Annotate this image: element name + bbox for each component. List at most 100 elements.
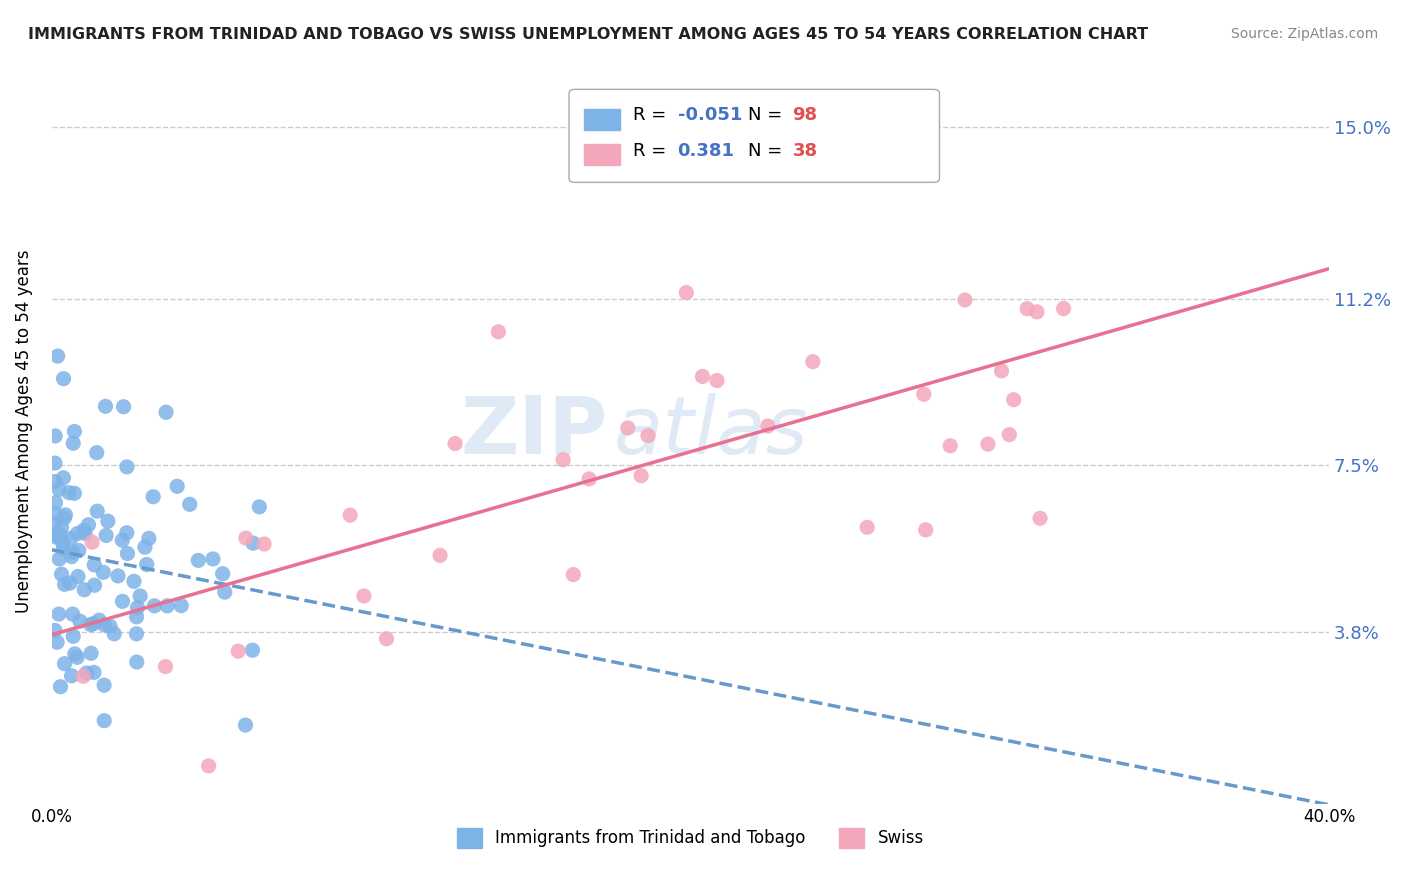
Point: [122, 574, 145, 589]
Point: [166, 479, 188, 493]
Point: [692, 369, 714, 384]
Point: [143, 599, 166, 613]
Point: [83, 578, 105, 592]
Point: [52, 372, 75, 386]
Text: 98: 98: [793, 106, 818, 124]
Point: [60, 669, 83, 683]
Point: [562, 567, 585, 582]
Point: [45, 530, 67, 544]
Point: [53, 657, 76, 671]
Text: N =: N =: [748, 142, 787, 161]
Point: [44, 624, 66, 638]
Point: [80, 617, 103, 632]
Point: [129, 589, 152, 603]
Point: [63, 486, 86, 500]
Point: [80, 646, 103, 660]
Point: [97, 514, 120, 528]
Point: [107, 569, 129, 583]
Point: [44, 456, 66, 470]
Bar: [585, 145, 620, 165]
Point: [98, 619, 121, 633]
Point: [616, 421, 638, 435]
Text: IMMIGRANTS FROM TRINIDAD AND TOBAGO VS SWISS UNEMPLOYMENT AMONG AGES 45 TO 54 YE: IMMIGRANTS FROM TRINIDAD AND TOBAGO VS S…: [28, 27, 1149, 42]
Point: [52, 541, 75, 556]
Point: [60, 549, 83, 564]
Point: [93, 618, 115, 632]
Point: [44, 475, 66, 489]
Point: [783, 143, 806, 157]
Point: [73, 523, 96, 537]
Point: [49, 680, 72, 694]
Point: [125, 655, 148, 669]
Point: [134, 540, 156, 554]
Point: [82, 535, 104, 549]
Point: [856, 520, 879, 534]
Point: [52, 471, 75, 485]
Point: [1002, 392, 1025, 407]
Point: [103, 627, 125, 641]
Point: [45, 528, 67, 542]
Point: [72, 669, 94, 683]
Point: [49, 528, 72, 542]
Point: [235, 531, 257, 545]
Point: [353, 589, 375, 603]
Point: [375, 632, 398, 646]
Point: [59, 532, 82, 546]
Point: [156, 599, 179, 613]
Point: [53, 577, 76, 591]
Point: [62, 436, 84, 450]
Point: [82, 616, 104, 631]
Point: [44, 516, 66, 530]
Bar: [585, 109, 620, 129]
Legend: Immigrants from Trinidad and Tobago, Swiss: Immigrants from Trinidad and Tobago, Swi…: [450, 822, 931, 855]
Point: [44, 507, 66, 521]
Point: [77, 517, 100, 532]
Point: [111, 594, 134, 608]
Point: [66, 650, 89, 665]
Point: [1026, 305, 1049, 319]
Point: [62, 607, 84, 621]
Point: [86, 504, 108, 518]
Point: [94, 400, 117, 414]
Point: [939, 439, 962, 453]
Point: [977, 437, 1000, 451]
Point: [801, 354, 824, 368]
Point: [637, 428, 659, 442]
Point: [94, 528, 117, 542]
Point: [486, 325, 509, 339]
Point: [53, 511, 76, 525]
Point: [155, 405, 177, 419]
Point: [1017, 301, 1039, 316]
Point: [115, 525, 138, 540]
Point: [46, 635, 69, 649]
Point: [142, 490, 165, 504]
Point: [44, 495, 66, 509]
Point: [115, 459, 138, 474]
Point: [953, 293, 976, 307]
Point: [242, 536, 264, 550]
Point: [63, 425, 86, 439]
Point: [91, 566, 114, 580]
Point: [211, 566, 233, 581]
Point: [44, 429, 66, 443]
Point: [66, 569, 89, 583]
Point: [63, 647, 86, 661]
Point: [51, 567, 73, 582]
Point: [86, 446, 108, 460]
Point: [127, 600, 149, 615]
Point: [48, 483, 70, 497]
Point: [187, 553, 209, 567]
Point: [253, 537, 276, 551]
Point: [69, 614, 91, 628]
Point: [66, 526, 89, 541]
Text: atlas: atlas: [614, 392, 808, 471]
Point: [339, 508, 361, 523]
Y-axis label: Unemployment Among Ages 45 to 54 years: Unemployment Among Ages 45 to 54 years: [15, 250, 32, 614]
Point: [235, 718, 257, 732]
Point: [51, 535, 73, 549]
Point: [990, 364, 1012, 378]
Point: [226, 644, 249, 658]
Point: [756, 419, 779, 434]
Point: [170, 599, 193, 613]
Point: [75, 526, 97, 541]
